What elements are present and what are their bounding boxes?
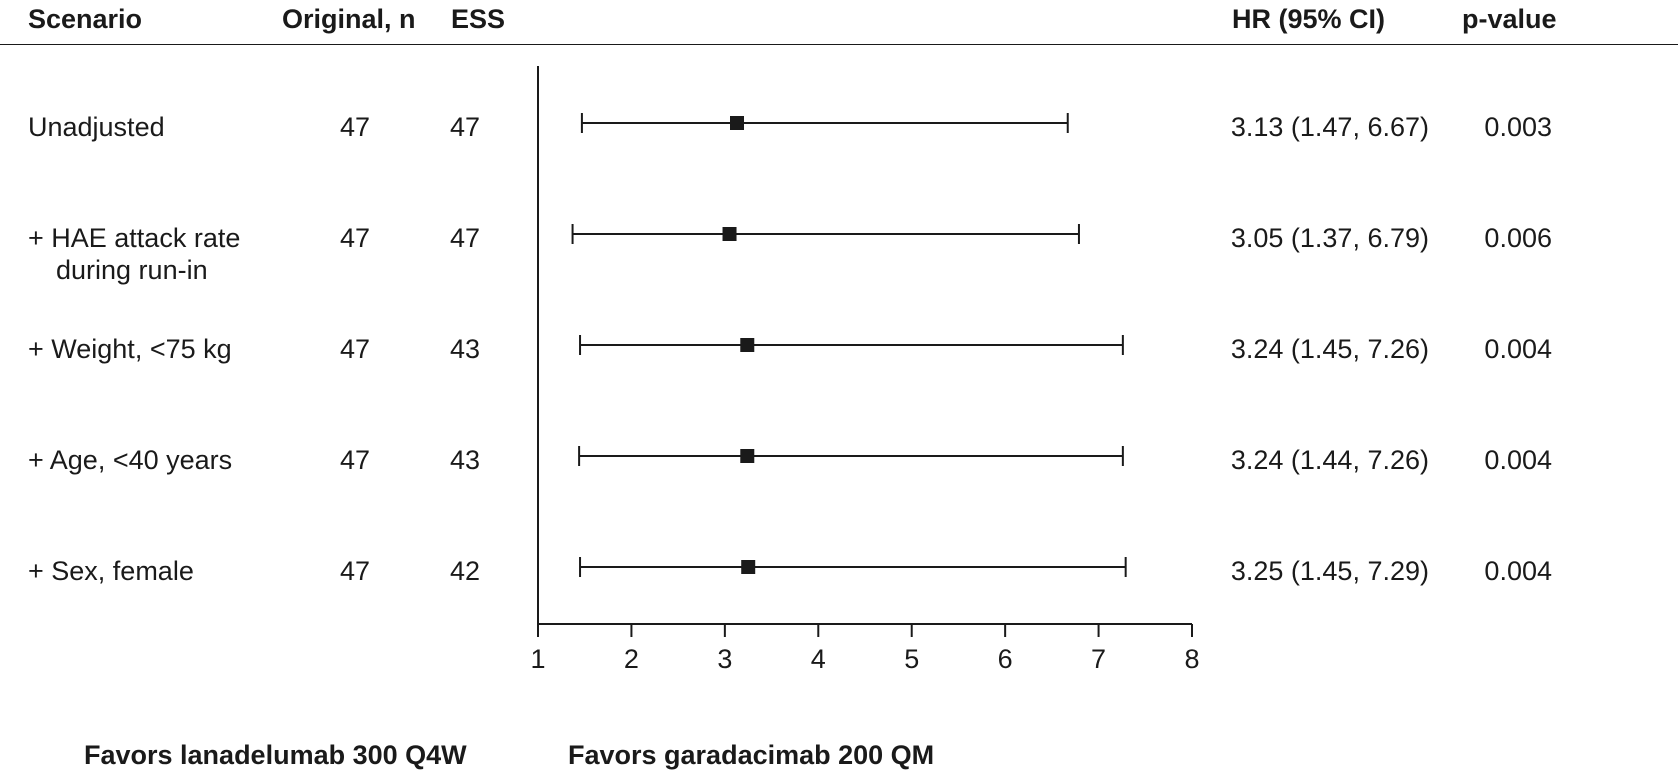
hr-point-marker bbox=[741, 560, 756, 574]
x-tick-label: 5 bbox=[904, 644, 919, 674]
favors-left-label: Favors lanadelumab 300 Q4W bbox=[84, 740, 467, 770]
row-hr-text: 3.24 (1.44, 7.26) bbox=[1230, 445, 1429, 475]
x-tick-label: 4 bbox=[811, 644, 826, 674]
hr-point-marker bbox=[730, 116, 745, 130]
row-hr-text: 3.05 (1.37, 6.79) bbox=[1230, 223, 1429, 253]
row-p-value: 0.004 bbox=[1484, 556, 1552, 586]
x-tick-label: 2 bbox=[624, 644, 639, 674]
row-original-n: 47 bbox=[339, 445, 370, 475]
row-original-n: 47 bbox=[339, 334, 370, 364]
row-p-value: 0.006 bbox=[1484, 223, 1552, 253]
header-ess: ESS bbox=[451, 4, 506, 34]
row-ess: 43 bbox=[449, 445, 480, 475]
hr-point-marker bbox=[740, 449, 755, 463]
header-p-value: p-value bbox=[1462, 4, 1557, 34]
row-original-n: 47 bbox=[339, 223, 370, 253]
row-ess: 47 bbox=[449, 223, 480, 253]
x-tick-label: 6 bbox=[998, 644, 1013, 674]
row-ess: 47 bbox=[449, 112, 480, 142]
row-scenario-line2: during run-in bbox=[56, 255, 208, 285]
row-hr-text: 3.24 (1.45, 7.26) bbox=[1230, 334, 1429, 364]
row-original-n: 47 bbox=[339, 112, 370, 142]
row-scenario: + Age, <40 years bbox=[28, 445, 233, 475]
hr-point-marker bbox=[740, 338, 755, 352]
row-ess: 42 bbox=[449, 556, 480, 586]
row-p-value: 0.004 bbox=[1484, 334, 1552, 364]
x-tick-label: 7 bbox=[1091, 644, 1106, 674]
header-hr-ci: HR (95% CI) bbox=[1232, 4, 1386, 34]
row-p-value: 0.004 bbox=[1484, 445, 1552, 475]
row-ess: 43 bbox=[449, 334, 480, 364]
row-hr-text: 3.13 (1.47, 6.67) bbox=[1230, 112, 1429, 142]
row-scenario: + Weight, <75 kg bbox=[28, 334, 232, 364]
row-hr-text: 3.25 (1.45, 7.29) bbox=[1230, 556, 1429, 586]
row-scenario: Unadjusted bbox=[28, 112, 165, 142]
header-original-n: Original, n bbox=[282, 4, 416, 34]
x-tick-label: 1 bbox=[530, 644, 545, 674]
row-p-value: 0.003 bbox=[1484, 112, 1552, 142]
row-scenario: + HAE attack rate bbox=[28, 223, 241, 253]
row-scenario: + Sex, female bbox=[28, 556, 194, 586]
x-tick-label: 8 bbox=[1184, 644, 1199, 674]
header-scenario: Scenario bbox=[28, 4, 143, 34]
x-tick-label: 3 bbox=[717, 644, 732, 674]
favors-right-label: Favors garadacimab 200 QM bbox=[568, 740, 935, 770]
row-original-n: 47 bbox=[339, 556, 370, 586]
header-divider bbox=[0, 44, 1678, 45]
hr-point-marker bbox=[722, 227, 737, 241]
